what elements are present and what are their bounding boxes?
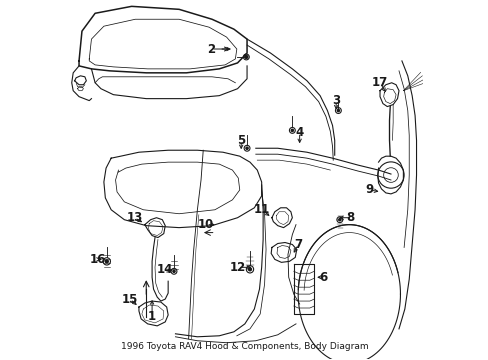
Circle shape (337, 109, 339, 112)
Circle shape (173, 270, 175, 273)
Text: 5: 5 (237, 134, 245, 147)
Text: 11: 11 (253, 203, 269, 216)
Circle shape (338, 219, 340, 221)
Circle shape (245, 147, 247, 149)
Text: 12: 12 (229, 261, 245, 274)
Circle shape (244, 55, 247, 58)
Text: 3: 3 (331, 94, 340, 107)
Text: 6: 6 (318, 271, 326, 284)
Text: 7: 7 (293, 238, 302, 251)
Text: 2: 2 (207, 42, 215, 55)
Text: 16: 16 (90, 253, 106, 266)
Text: 10: 10 (198, 218, 214, 231)
Circle shape (248, 268, 251, 271)
Text: 9: 9 (364, 184, 372, 197)
Text: 17: 17 (371, 76, 387, 89)
Text: 8: 8 (346, 211, 354, 224)
Text: 14: 14 (156, 263, 172, 276)
Text: 4: 4 (295, 126, 303, 139)
Text: 13: 13 (126, 211, 142, 224)
Circle shape (105, 260, 108, 263)
Text: 1996 Toyota RAV4 Hood & Components, Body Diagram: 1996 Toyota RAV4 Hood & Components, Body… (121, 342, 367, 351)
Text: 15: 15 (122, 293, 138, 306)
Circle shape (291, 129, 293, 131)
Text: 1: 1 (148, 310, 156, 323)
